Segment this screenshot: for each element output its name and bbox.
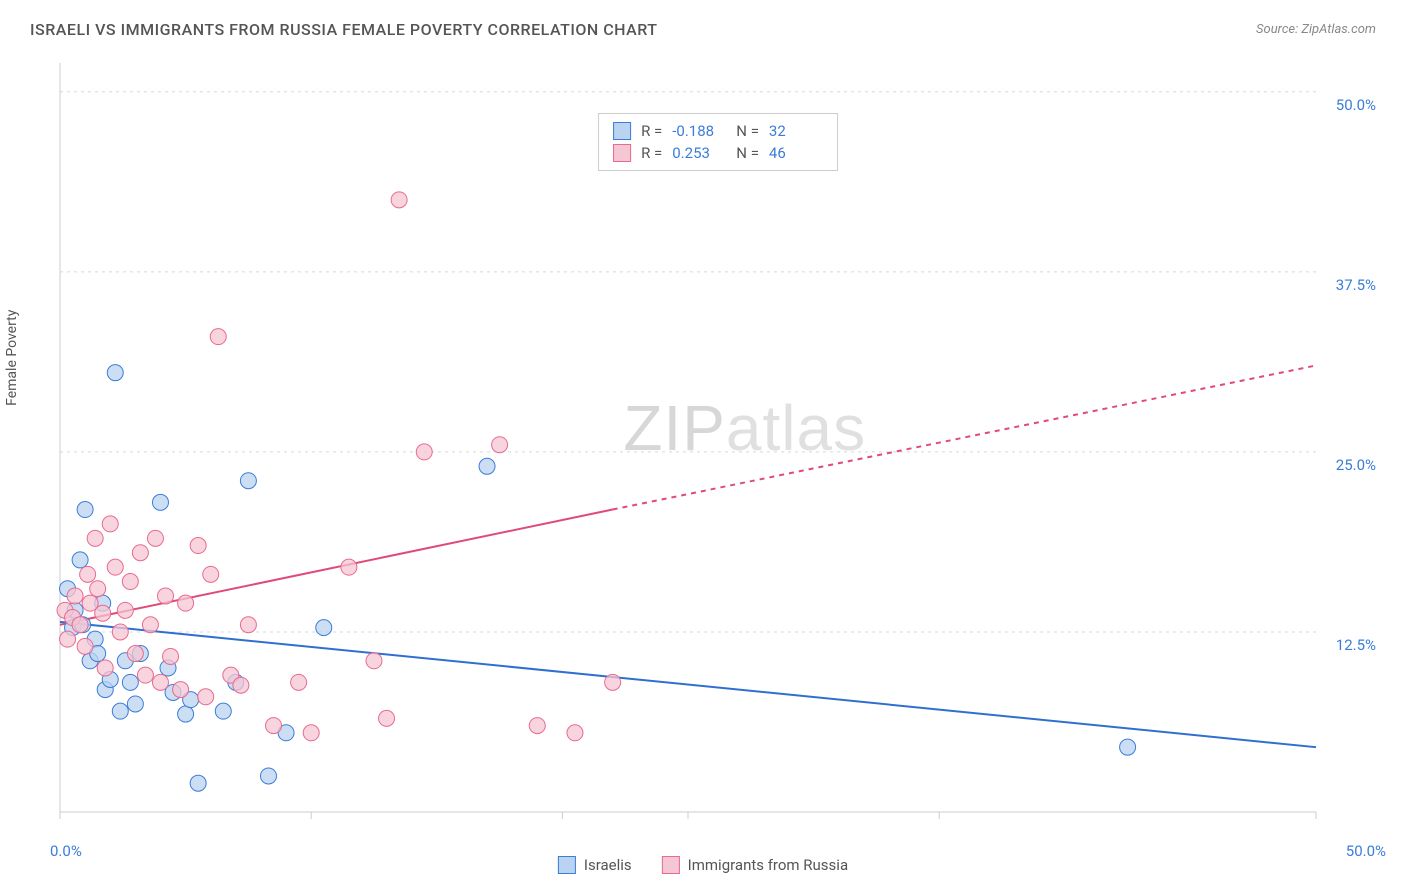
y-tick-label: 50.0% — [1336, 96, 1376, 114]
y-tick-label: 12.5% — [1336, 636, 1376, 654]
data-point — [391, 192, 407, 208]
source-attribution: Source: ZipAtlas.com — [1256, 22, 1376, 37]
data-point — [291, 674, 307, 690]
stats-row-series1: R = -0.188 N = 32 — [613, 120, 823, 142]
stats-row-series2: R = 0.253 N = 46 — [613, 142, 823, 164]
r-value-series1: -0.188 — [672, 122, 726, 140]
data-point — [102, 516, 118, 532]
data-point — [152, 674, 168, 690]
n-value-series2: 46 — [769, 144, 823, 162]
data-point — [316, 620, 332, 636]
legend-swatch-series2 — [662, 856, 680, 874]
y-axis-label: Female Poverty — [4, 310, 20, 406]
data-point — [178, 706, 194, 722]
swatch-series1 — [613, 122, 631, 140]
scatter-plot: 12.5% 25.0% 37.5% 50.0% — [50, 55, 1386, 832]
x-axis-end-label: 50.0% — [1346, 842, 1386, 860]
data-point — [80, 566, 96, 582]
data-point — [127, 646, 143, 662]
data-point — [605, 674, 621, 690]
data-point — [132, 545, 148, 561]
data-point — [303, 725, 319, 741]
data-point — [72, 617, 88, 633]
data-point — [127, 696, 143, 712]
legend-label-series1: Israelis — [584, 856, 632, 874]
data-point — [97, 660, 113, 676]
data-point — [190, 775, 206, 791]
data-point — [77, 638, 93, 654]
legend-item-series2: Immigrants from Russia — [662, 856, 848, 874]
data-point — [112, 624, 128, 640]
data-point — [77, 502, 93, 518]
data-point — [266, 718, 282, 734]
n-value-series1: 32 — [769, 122, 823, 140]
data-point — [215, 703, 231, 719]
data-point — [260, 768, 276, 784]
legend-item-series1: Israelis — [558, 856, 632, 874]
data-point — [67, 588, 83, 604]
data-point — [190, 538, 206, 554]
data-point — [198, 689, 214, 705]
n-label: N = — [736, 122, 759, 140]
r-label: R = — [641, 144, 662, 162]
data-point — [90, 581, 106, 597]
data-point — [379, 710, 395, 726]
data-point — [142, 617, 158, 633]
data-point — [60, 631, 76, 647]
data-point — [147, 530, 163, 546]
data-point — [1120, 739, 1136, 755]
data-point — [122, 674, 138, 690]
data-point — [95, 605, 111, 621]
data-point — [416, 444, 432, 460]
correlation-stats-box: R = -0.188 N = 32 R = 0.253 N = 46 — [598, 113, 838, 171]
data-point — [178, 595, 194, 611]
legend-label-series2: Immigrants from Russia — [688, 856, 848, 874]
data-point — [152, 494, 168, 510]
data-point — [366, 653, 382, 669]
n-label: N = — [736, 144, 759, 162]
data-point — [240, 473, 256, 489]
data-point — [173, 682, 189, 698]
legend-swatch-series1 — [558, 856, 576, 874]
data-point — [112, 703, 128, 719]
data-point — [107, 365, 123, 381]
y-tick-label: 25.0% — [1336, 456, 1376, 474]
data-point — [479, 458, 495, 474]
data-point — [107, 559, 123, 575]
data-point — [72, 552, 88, 568]
data-point — [233, 677, 249, 693]
data-point — [122, 574, 138, 590]
data-point — [163, 648, 179, 664]
data-point — [529, 718, 545, 734]
y-tick-label: 37.5% — [1336, 276, 1376, 294]
data-point — [492, 437, 508, 453]
data-point — [117, 602, 133, 618]
data-point — [87, 530, 103, 546]
chart-title: ISRAELI VS IMMIGRANTS FROM RUSSIA FEMALE… — [30, 20, 658, 39]
r-label: R = — [641, 122, 662, 140]
data-point — [158, 588, 174, 604]
data-point — [567, 725, 583, 741]
data-point — [203, 566, 219, 582]
data-point — [210, 329, 226, 345]
swatch-series2 — [613, 144, 631, 162]
x-axis-start-label: 0.0% — [50, 842, 82, 860]
data-point — [137, 667, 153, 683]
r-value-series2: 0.253 — [672, 144, 726, 162]
data-point — [341, 559, 357, 575]
chart-area: 12.5%25.0%37.5%50.0% ZIPatlas R = -0.188… — [50, 55, 1386, 832]
data-point — [240, 617, 256, 633]
legend: Israelis Immigrants from Russia — [558, 856, 848, 874]
